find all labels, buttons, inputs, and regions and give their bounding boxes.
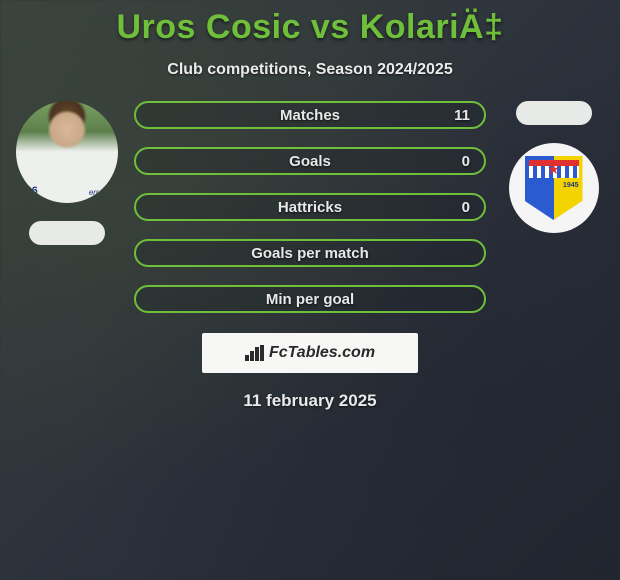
- stat-bar: Hattricks 0: [134, 193, 486, 221]
- brand-text: FcTables.com: [269, 344, 375, 362]
- stats-column: Matches 11 Goals 0 Hattricks 0 Goals per match…: [134, 101, 486, 313]
- right-blank-pill: [516, 101, 592, 125]
- stat-label: Min per goal: [266, 291, 354, 308]
- date-label: 11 february 2025: [0, 391, 620, 411]
- jersey-number: 36: [26, 185, 38, 197]
- brand-box[interactable]: FcTables.com: [202, 333, 418, 373]
- stat-label: Goals: [289, 153, 331, 170]
- stat-bar: Goals per match: [134, 239, 486, 267]
- page-title: Uros Cosic vs KolariÄ‡: [0, 0, 620, 47]
- stat-value-right: 0: [462, 153, 470, 170]
- player-avatar: 36 erreà: [16, 101, 118, 203]
- stat-bar: Min per goal: [134, 285, 486, 313]
- page-subtitle: Club competitions, Season 2024/2025: [0, 61, 620, 79]
- stat-label: Goals per match: [251, 245, 369, 262]
- club-badge: ★: [509, 143, 599, 233]
- stat-label: Hattricks: [278, 199, 342, 216]
- left-side: 36 erreà: [9, 101, 124, 245]
- bar-chart-icon: [245, 345, 265, 361]
- star-icon: ★: [547, 161, 560, 178]
- stat-label: Matches: [280, 107, 340, 124]
- left-blank-pill: [29, 221, 105, 245]
- jersey-brand: erreà: [89, 188, 108, 197]
- stat-bar: Matches 11: [134, 101, 486, 129]
- stat-value-right: 0: [462, 199, 470, 216]
- comparison-row: 36 erreà Matches11Goals0Hattricks0Goals …: [0, 101, 620, 313]
- stat-bar: Goals 0: [134, 147, 486, 175]
- shield-icon: ★: [525, 156, 583, 220]
- right-side: ★: [496, 101, 611, 233]
- stat-value-right: 11: [454, 107, 470, 124]
